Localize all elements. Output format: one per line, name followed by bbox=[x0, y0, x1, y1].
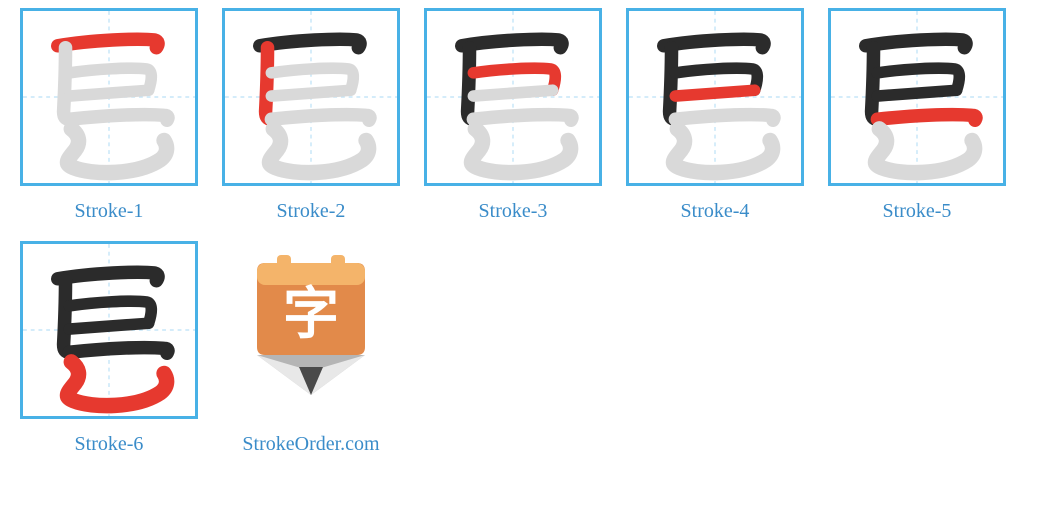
stroke-tile bbox=[828, 8, 1006, 186]
character-glyph bbox=[427, 11, 599, 183]
stroke-caption: Stroke-4 bbox=[681, 200, 750, 223]
brand-caption[interactable]: StrokeOrder.com bbox=[242, 433, 379, 456]
character-glyph bbox=[225, 11, 397, 183]
stroke-caption: Stroke-5 bbox=[883, 200, 952, 223]
stroke-cell: Stroke-2 bbox=[222, 8, 400, 223]
stroke-cell: Stroke-4 bbox=[626, 8, 804, 223]
stroke-tile bbox=[424, 8, 602, 186]
stroke-caption: Stroke-1 bbox=[75, 200, 144, 223]
stroke-cell: Stroke-1 bbox=[20, 8, 198, 223]
brand-cell: 字 StrokeOrder.com bbox=[222, 241, 400, 456]
stroke-tile bbox=[222, 8, 400, 186]
stroke-cell: Stroke-6 bbox=[20, 241, 198, 456]
stroke-tile bbox=[20, 241, 198, 419]
character-glyph bbox=[831, 11, 1003, 183]
brand-logo: 字 bbox=[222, 241, 400, 419]
character-glyph bbox=[23, 11, 195, 183]
character-glyph bbox=[23, 244, 195, 416]
stroke-tile bbox=[626, 8, 804, 186]
character-glyph bbox=[629, 11, 801, 183]
stroke-grid: Stroke-1 Stroke-2 Stroke-3 Stroke-4 bbox=[20, 8, 1030, 456]
stroke-tile bbox=[20, 8, 198, 186]
svg-text:字: 字 bbox=[283, 282, 339, 345]
stroke-cell: Stroke-3 bbox=[424, 8, 602, 223]
stroke-caption: Stroke-6 bbox=[75, 433, 144, 456]
stroke-caption: Stroke-3 bbox=[479, 200, 548, 223]
stroke-cell: Stroke-5 bbox=[828, 8, 1006, 223]
stroke-caption: Stroke-2 bbox=[277, 200, 346, 223]
